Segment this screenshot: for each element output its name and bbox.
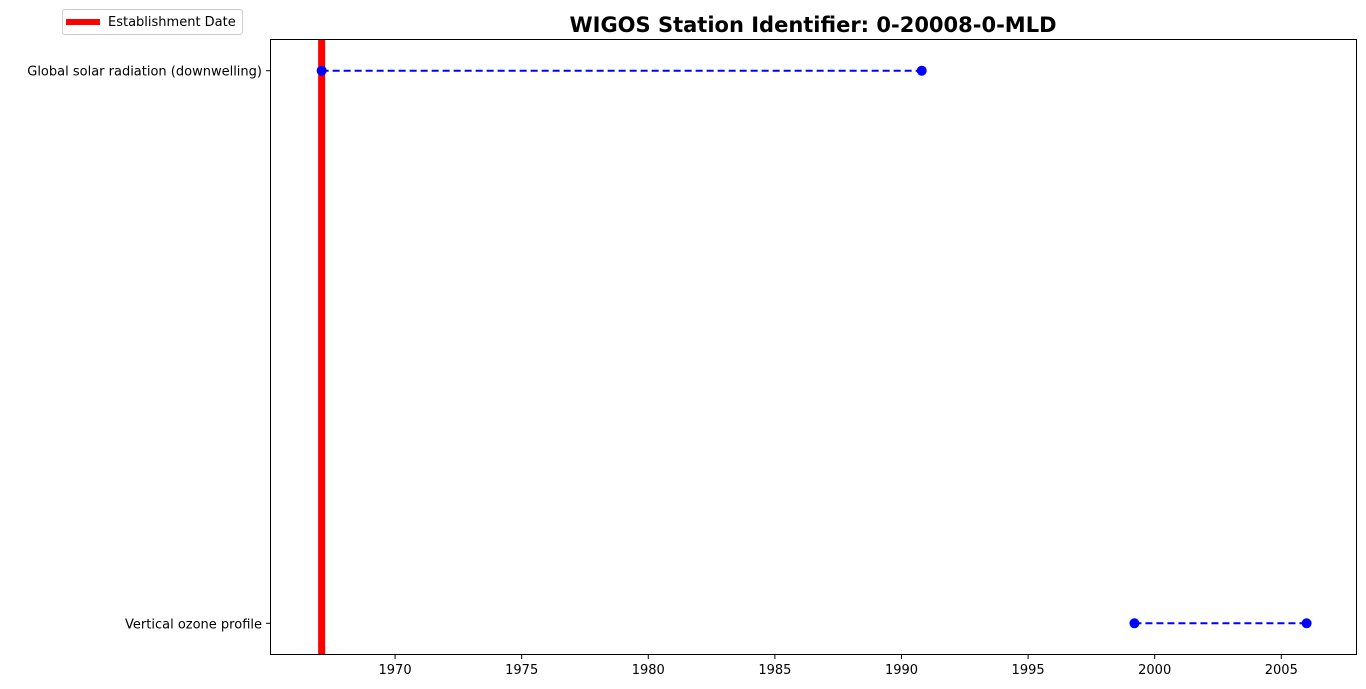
observation-periods: [316, 65, 1312, 629]
chart-title: WIGOS Station Identifier: 0-20008-0-MLD: [569, 13, 1056, 37]
x-tick-label: 1970: [379, 663, 412, 678]
y-axis: Global solar radiation (downwelling) Vert…: [27, 65, 271, 632]
x-tick-label: 2005: [1265, 663, 1298, 678]
x-axis: 1970 1975 1980 1985 1990 1995 2000 2005: [379, 654, 1298, 678]
x-tick-label: 1985: [758, 663, 791, 678]
legend-swatch-establishment: [66, 19, 100, 25]
plot-area: [270, 39, 1357, 655]
period-end-point: [1301, 618, 1312, 629]
y-tick-label: Vertical ozone profile: [125, 617, 262, 632]
y-tick-label: Global solar radiation (downwelling): [27, 65, 262, 80]
x-tick-label: 1995: [1012, 663, 1045, 678]
legend: Establishment Date: [62, 9, 243, 35]
x-tick-label: 1980: [632, 663, 665, 678]
x-tick-label: 2000: [1138, 663, 1171, 678]
x-tick-label: 1990: [885, 663, 918, 678]
period-end-point: [916, 65, 927, 76]
legend-label-establishment: Establishment Date: [108, 14, 236, 30]
period-start-point: [1129, 618, 1140, 629]
x-tick-label: 1975: [505, 663, 538, 678]
period-start-point: [316, 65, 327, 76]
